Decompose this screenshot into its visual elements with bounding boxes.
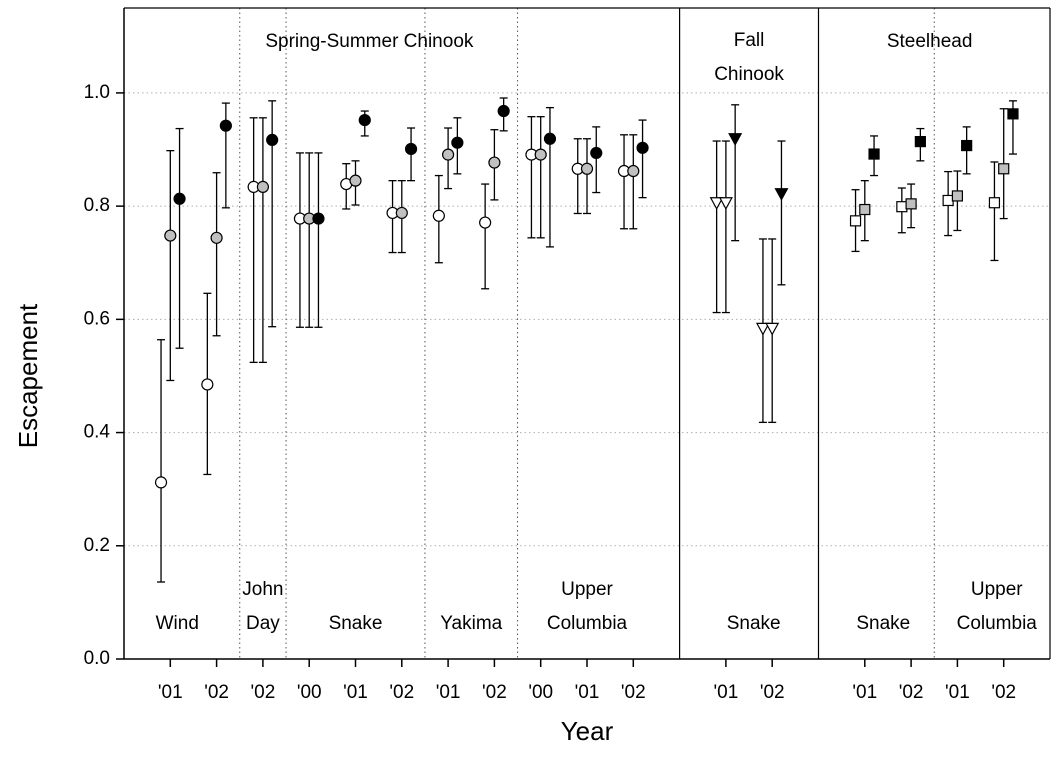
- point: [488, 156, 501, 169]
- x-tick-label: '00: [297, 682, 322, 703]
- stock-label: Snake: [329, 613, 383, 634]
- group-label: Fall: [734, 30, 765, 51]
- point: [636, 141, 649, 154]
- point: [210, 231, 223, 244]
- point: [718, 197, 733, 210]
- point: [358, 113, 371, 127]
- point: [951, 190, 964, 202]
- stock-label: Columbia: [547, 613, 628, 634]
- point: [590, 146, 603, 160]
- point: [154, 476, 168, 489]
- y-axis-title: Escapement: [13, 303, 43, 448]
- stock-label: Snake: [727, 613, 781, 634]
- point: [580, 162, 594, 175]
- y-tick-label: 0.0: [84, 648, 110, 669]
- point: [1007, 108, 1019, 120]
- x-tick-label: '01: [575, 682, 600, 703]
- point: [219, 119, 232, 132]
- x-tick-label: '02: [251, 682, 276, 703]
- point: [998, 163, 1010, 175]
- point: [896, 201, 908, 213]
- point: [849, 215, 862, 227]
- point: [256, 180, 269, 193]
- stock-label: Snake: [856, 613, 910, 634]
- x-tick-label: '01: [852, 682, 877, 703]
- x-tick-label: '01: [945, 682, 970, 703]
- point: [755, 322, 770, 336]
- x-tick-label: '02: [204, 682, 229, 703]
- point: [404, 142, 418, 156]
- stock-label: Day: [246, 613, 280, 634]
- point: [497, 104, 510, 118]
- stock-label: Wind: [156, 613, 199, 634]
- point: [479, 216, 492, 229]
- stock-label: Yakima: [440, 613, 502, 634]
- y-tick-label: 0.6: [84, 308, 110, 329]
- x-axis-title: Year: [561, 716, 614, 746]
- stock-label: John: [242, 579, 283, 600]
- point: [201, 378, 214, 391]
- point: [859, 203, 871, 216]
- x-tick-label: '00: [528, 682, 553, 703]
- point: [451, 136, 464, 149]
- stock-label: Upper: [971, 579, 1023, 600]
- point: [395, 206, 408, 220]
- point: [961, 139, 973, 152]
- x-tick-label: '02: [389, 682, 414, 703]
- point: [543, 132, 557, 145]
- point: [442, 148, 455, 161]
- x-tick-label: '02: [482, 682, 507, 703]
- point: [988, 197, 1001, 209]
- y-tick-label: 0.2: [84, 535, 110, 556]
- point: [432, 209, 445, 222]
- point: [765, 322, 780, 336]
- point: [266, 133, 279, 146]
- y-tick-label: 1.0: [84, 82, 110, 103]
- point: [173, 192, 186, 205]
- x-tick-label: '01: [158, 682, 183, 703]
- point: [164, 229, 177, 242]
- x-tick-label: '01: [714, 682, 739, 703]
- point: [728, 133, 743, 147]
- stock-label: Columbia: [957, 613, 1038, 634]
- y-tick-label: 0.8: [84, 195, 110, 216]
- point: [914, 135, 926, 148]
- x-tick-label: '02: [621, 682, 646, 703]
- point: [534, 148, 547, 161]
- point: [905, 198, 917, 210]
- y-tick-label: 0.4: [84, 422, 111, 443]
- stock-label: Upper: [561, 579, 613, 600]
- point: [312, 212, 325, 225]
- x-tick-label: '02: [991, 682, 1016, 703]
- x-tick-label: '02: [899, 682, 924, 703]
- x-tick-label: '01: [343, 682, 368, 703]
- point: [349, 174, 362, 187]
- point: [709, 197, 724, 210]
- x-tick-label: '02: [760, 682, 785, 703]
- point: [774, 188, 789, 201]
- group-label: Chinook: [714, 64, 784, 85]
- point: [942, 194, 954, 207]
- group-label: Spring-Summer Chinook: [265, 31, 474, 52]
- x-tick-label: '01: [436, 682, 461, 703]
- point: [627, 164, 640, 178]
- group-label: Steelhead: [887, 31, 973, 52]
- point: [868, 148, 880, 160]
